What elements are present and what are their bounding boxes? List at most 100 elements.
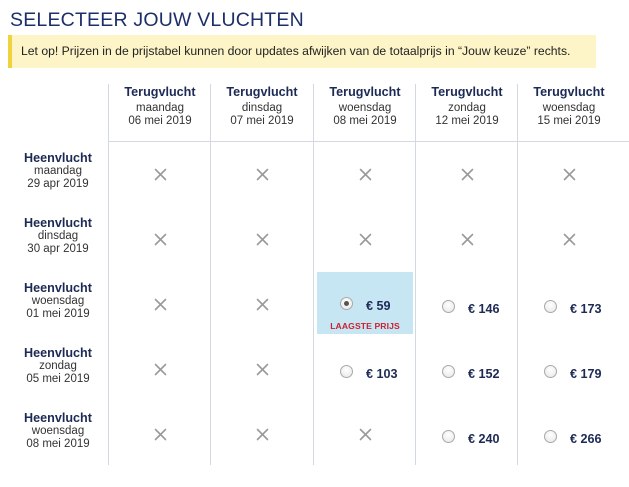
- outbound-date: 30 apr 2019: [27, 243, 89, 255]
- unavailable-fare: [109, 143, 211, 205]
- fare-radio-button[interactable]: [442, 365, 455, 378]
- outbound-date: 01 mei 2019: [26, 308, 90, 320]
- return-column-header: Terugvlucht dinsdag 07 mei 2019: [211, 84, 313, 128]
- fare-radio-button[interactable]: [544, 300, 557, 313]
- column-divider: [108, 84, 109, 465]
- fare-radio-button[interactable]: [340, 297, 353, 310]
- fare-option[interactable]: € 240: [416, 403, 518, 465]
- return-label: Terugvlucht: [124, 85, 196, 99]
- close-icon: [154, 363, 167, 376]
- fare-option[interactable]: € 103: [314, 338, 416, 400]
- unavailable-fare: [109, 273, 211, 335]
- outbound-row-header: Heenvlucht woensdag 01 mei 2019: [2, 281, 114, 321]
- outbound-date: 08 mei 2019: [26, 438, 90, 450]
- close-icon: [154, 233, 167, 246]
- unavailable-fare: [518, 143, 620, 205]
- return-date: 08 mei 2019: [333, 115, 397, 127]
- return-label: Terugvlucht: [431, 85, 503, 99]
- return-column-header: Terugvlucht woensdag 15 mei 2019: [518, 84, 620, 128]
- unavailable-fare: [314, 208, 416, 270]
- return-date: 07 mei 2019: [230, 115, 294, 127]
- close-icon: [256, 363, 269, 376]
- column-divider: [415, 84, 416, 465]
- return-day: dinsdag: [241, 102, 283, 114]
- close-icon: [256, 233, 269, 246]
- fare-radio-button[interactable]: [544, 365, 557, 378]
- close-icon: [154, 428, 167, 441]
- outbound-day: maandag: [34, 165, 82, 177]
- outbound-day: dinsdag: [37, 230, 79, 242]
- return-day: woensdag: [338, 102, 392, 114]
- outbound-label: Heenvlucht: [24, 411, 92, 425]
- return-day: woensdag: [542, 102, 596, 114]
- outbound-label: Heenvlucht: [24, 216, 92, 230]
- fare-option[interactable]: € 146: [416, 273, 518, 335]
- close-icon: [461, 233, 474, 246]
- outbound-day: woensdag: [31, 425, 85, 437]
- column-divider: [313, 84, 314, 465]
- return-day: maandag: [136, 102, 184, 114]
- unavailable-fare: [211, 403, 313, 465]
- return-day: zondag: [448, 102, 486, 114]
- return-date: 15 mei 2019: [537, 115, 601, 127]
- fare-option[interactable]: € 179: [518, 338, 620, 400]
- unavailable-fare: [314, 403, 416, 465]
- unavailable-fare: [109, 403, 211, 465]
- fare-radio-button[interactable]: [442, 300, 455, 313]
- outbound-label: Heenvlucht: [24, 151, 92, 165]
- return-label: Terugvlucht: [533, 85, 605, 99]
- fare-option[interactable]: € 59 LAAGSTE PRIJS: [317, 272, 413, 334]
- close-icon: [256, 428, 269, 441]
- return-label: Terugvlucht: [329, 85, 401, 99]
- close-icon: [359, 168, 372, 181]
- return-column-header: Terugvlucht maandag 06 mei 2019: [109, 84, 211, 128]
- fare-price: € 266: [570, 432, 602, 446]
- close-icon: [154, 168, 167, 181]
- fare-option[interactable]: € 173: [518, 273, 620, 335]
- fare-option[interactable]: € 266: [518, 403, 620, 465]
- close-icon: [563, 168, 576, 181]
- unavailable-fare: [518, 208, 620, 270]
- unavailable-fare: [314, 143, 416, 205]
- unavailable-fare: [211, 143, 313, 205]
- outbound-row-header: Heenvlucht woensdag 08 mei 2019: [2, 411, 114, 451]
- fare-radio-button[interactable]: [544, 430, 557, 443]
- fare-price: € 146: [468, 302, 500, 316]
- page-title: SELECTEER JOUW VLUCHTEN: [10, 9, 304, 31]
- price-notice: Let op! Prijzen in de prijstabel kunnen …: [8, 35, 596, 68]
- close-icon: [256, 298, 269, 311]
- fare-radio-button[interactable]: [442, 430, 455, 443]
- outbound-date: 29 apr 2019: [27, 178, 89, 190]
- lowest-price-badge: LAAGSTE PRIJS: [330, 321, 400, 331]
- return-column-header: Terugvlucht woensdag 08 mei 2019: [314, 84, 416, 128]
- outbound-day: woensdag: [31, 295, 85, 307]
- outbound-date: 05 mei 2019: [26, 373, 90, 385]
- unavailable-fare: [109, 208, 211, 270]
- unavailable-fare: [211, 208, 313, 270]
- close-icon: [359, 428, 372, 441]
- fare-radio-button[interactable]: [340, 365, 353, 378]
- close-icon: [256, 168, 269, 181]
- fare-price: € 103: [366, 367, 398, 381]
- close-icon: [563, 233, 576, 246]
- outbound-day: zondag: [39, 360, 77, 372]
- outbound-row-header: Heenvlucht zondag 05 mei 2019: [2, 346, 114, 386]
- header-divider: [108, 141, 629, 142]
- outbound-row-header: Heenvlucht maandag 29 apr 2019: [2, 151, 114, 191]
- fare-price: € 173: [570, 302, 602, 316]
- unavailable-fare: [109, 338, 211, 400]
- close-icon: [461, 168, 474, 181]
- return-column-header: Terugvlucht zondag 12 mei 2019: [416, 84, 518, 128]
- outbound-label: Heenvlucht: [24, 346, 92, 360]
- column-divider: [517, 84, 518, 465]
- return-date: 12 mei 2019: [435, 115, 499, 127]
- outbound-label: Heenvlucht: [24, 281, 92, 295]
- fare-price: € 179: [570, 367, 602, 381]
- fare-price: € 152: [468, 367, 500, 381]
- close-icon: [154, 298, 167, 311]
- fare-price: € 59: [366, 299, 391, 313]
- close-icon: [359, 233, 372, 246]
- fare-option[interactable]: € 152: [416, 338, 518, 400]
- unavailable-fare: [211, 338, 313, 400]
- unavailable-fare: [211, 273, 313, 335]
